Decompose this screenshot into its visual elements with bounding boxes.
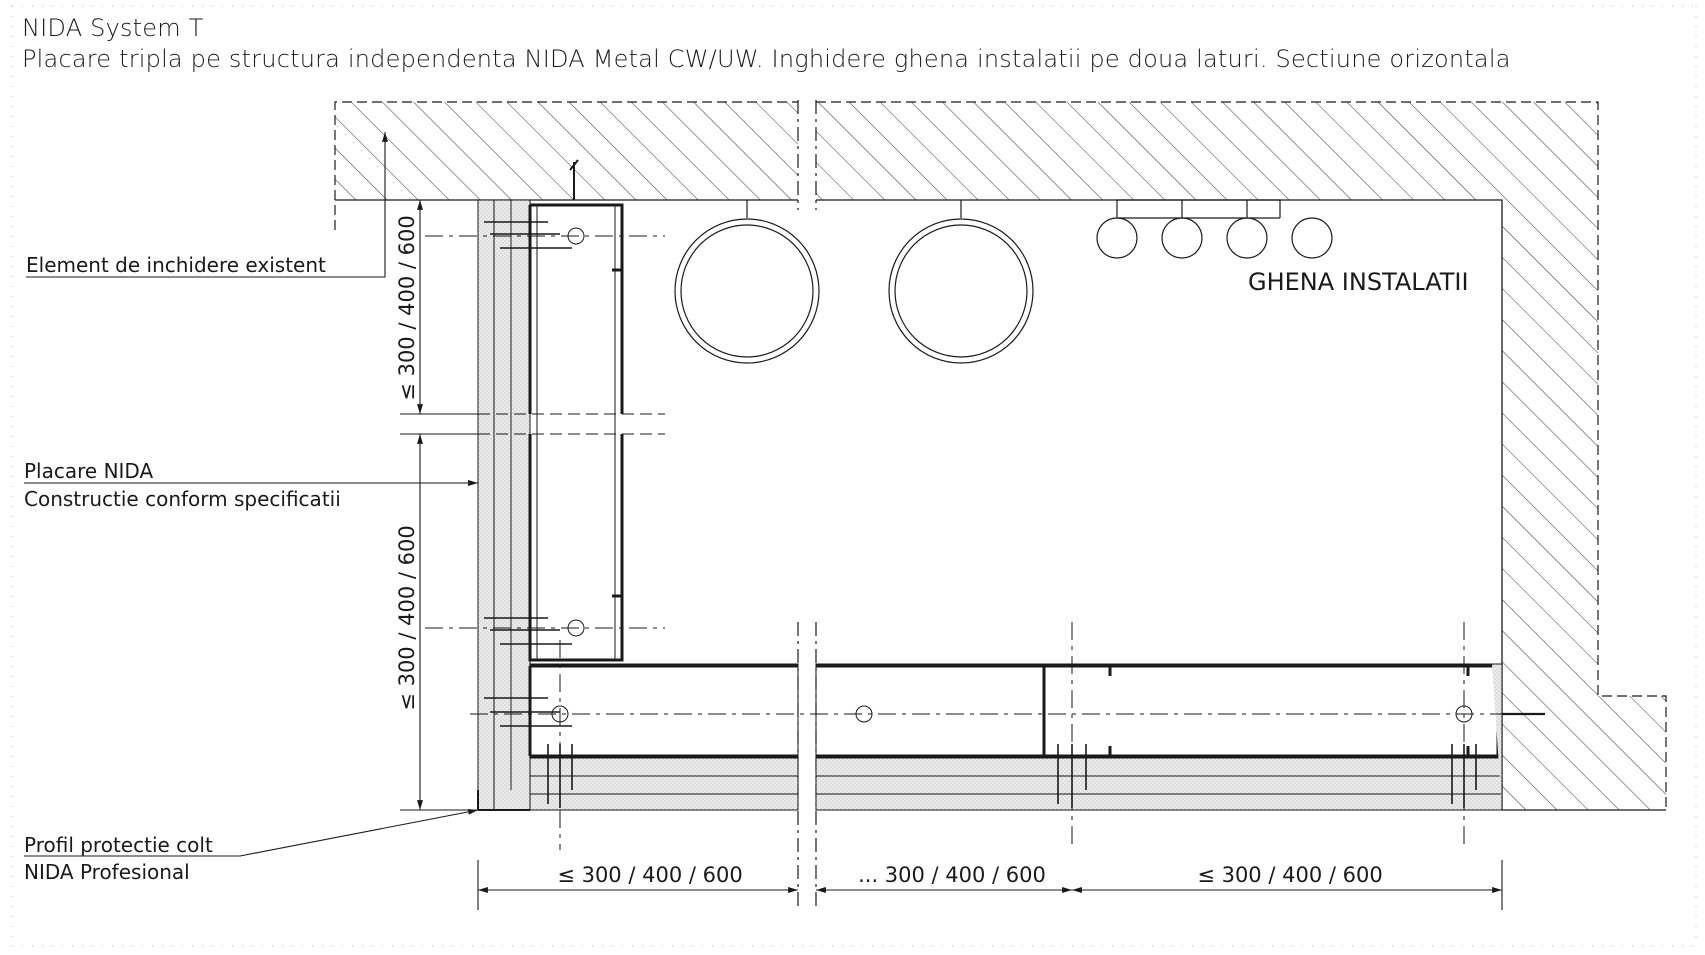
break-lines bbox=[797, 100, 817, 910]
label-construction: Constructie conform specificatii bbox=[24, 487, 341, 511]
label-corner-profile-brand: NIDA Profesional bbox=[24, 860, 190, 884]
drawing-subtitle: Placare tripla pe structura independenta… bbox=[22, 45, 1511, 73]
drawing-title: NIDA System T bbox=[22, 14, 204, 42]
dim-horizontal-middle: ... 300 / 400 / 600 bbox=[858, 863, 1046, 887]
label-corner-profile: Profil protectie colt bbox=[24, 833, 213, 857]
label-cladding: Placare NIDA bbox=[24, 459, 153, 483]
horizontal-dimensions bbox=[477, 860, 1503, 910]
vertical-dimensions bbox=[400, 200, 478, 811]
leader-lines bbox=[24, 132, 479, 857]
label-existing-element: Element de inchidere existent bbox=[26, 253, 326, 277]
dim-horizontal-left: ≤ 300 / 400 / 600 bbox=[557, 863, 742, 887]
dim-vertical-lower: ≤ 300 / 400 / 600 bbox=[395, 525, 419, 710]
installation-pipes bbox=[674, 199, 1333, 364]
dim-vertical-upper: ≤ 300 / 400 / 600 bbox=[395, 215, 419, 400]
existing-wall bbox=[334, 101, 1667, 811]
sheet-frame bbox=[11, 5, 1697, 947]
dim-horizontal-right: ≤ 300 / 400 / 600 bbox=[1197, 863, 1382, 887]
horizontal-cladding bbox=[470, 622, 1545, 850]
label-shaft: GHENA INSTALATII bbox=[1248, 268, 1469, 296]
vertical-cladding bbox=[425, 159, 665, 811]
